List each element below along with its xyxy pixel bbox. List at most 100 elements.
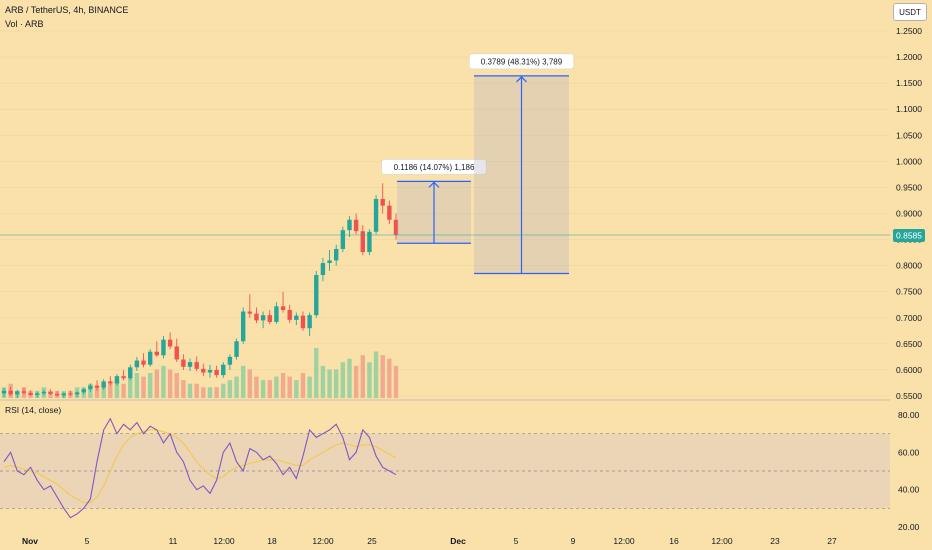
- volume-bar: [227, 380, 233, 398]
- candle-body: [314, 275, 319, 316]
- price-tick-label: 1.1000: [896, 104, 922, 114]
- volume-bar: [353, 365, 359, 398]
- volume-bar: [340, 362, 346, 398]
- candle-body: [134, 360, 140, 368]
- time-tick-label: 23: [770, 536, 780, 546]
- volume-label: Vol · ARB: [5, 19, 44, 29]
- volume-bar: [101, 383, 106, 398]
- candle-body: [141, 360, 146, 365]
- measure-tools: 0.1186 (14.07%) 1,186 0.3789 (48.31%) 3,7…: [381, 53, 574, 275]
- currency-button[interactable]: USDT: [893, 3, 927, 21]
- price-tick-label: 0.6000: [896, 365, 922, 375]
- time-tick-label: 12:00: [613, 536, 635, 546]
- volume-bar: [380, 355, 385, 398]
- candle-body: [367, 231, 372, 253]
- candle-body: [294, 315, 299, 320]
- rsi-tick-label: 40.00: [898, 485, 920, 495]
- candle-body: [194, 362, 199, 369]
- volume-bar: [240, 365, 246, 398]
- volume-bar: [334, 369, 339, 398]
- candle-body: [121, 376, 126, 379]
- candles: [1, 183, 399, 399]
- measure-label: 0.3789 (48.31%) 3,789: [481, 57, 563, 66]
- volume-bar: [154, 369, 160, 398]
- volume-bar: [300, 373, 306, 398]
- candle-body: [227, 356, 233, 365]
- volume-bar: [114, 380, 120, 398]
- volume-bar: [141, 376, 146, 398]
- candle-body: [68, 393, 73, 395]
- symbol-title[interactable]: ARB / TetherUS, 4h, BINANCE: [5, 5, 129, 15]
- candle-body: [287, 309, 292, 320]
- time-axis: Nov 5 11 12:00 18 12:00 25 Dec 5 9 12:00 16 12:00 23 2…: [22, 536, 837, 546]
- volume-bar: [274, 376, 279, 398]
- svg-text:0.8585: 0.8585: [896, 231, 922, 241]
- volume-bar: [214, 387, 219, 398]
- volume-bar: [247, 369, 253, 398]
- rsi-tick-label: 20.00: [898, 522, 920, 532]
- time-tick-label: 12:00: [213, 536, 235, 546]
- candle-body: [307, 315, 312, 329]
- volume-bars: [1, 348, 399, 398]
- grid-lines: [0, 30, 890, 397]
- time-tick-label: 5: [514, 536, 519, 546]
- candle-body: [154, 351, 160, 356]
- volume-bar: [267, 380, 272, 398]
- candle-body: [174, 346, 179, 360]
- candle-body: [8, 390, 13, 395]
- volume-bar: [347, 358, 352, 398]
- price-tick-label: 1.2500: [896, 26, 922, 36]
- volume-bar: [128, 376, 133, 398]
- rsi-pane: [0, 417, 890, 519]
- volume-bar: [194, 383, 199, 398]
- measure-box: 0.1186 (14.07%) 1,186: [381, 159, 487, 244]
- candle-body: [360, 231, 365, 253]
- price-tick-label: 0.7500: [896, 287, 922, 297]
- candle-body: [260, 315, 266, 321]
- rsi-ma-line: [3, 429, 397, 504]
- candle-body: [167, 339, 173, 347]
- volume-bar: [373, 351, 379, 398]
- candle-body: [254, 313, 259, 321]
- candle-body: [48, 391, 53, 394]
- volume-bar: [181, 380, 186, 398]
- volume-bar: [314, 348, 319, 398]
- candle-body: [201, 368, 206, 373]
- price-tick-label: 1.2000: [896, 52, 922, 62]
- candle-body: [108, 381, 113, 384]
- volume-bar: [320, 365, 326, 398]
- volume-bar: [280, 373, 286, 398]
- rsi-tick-label: 80.00: [898, 410, 920, 420]
- candle-body: [81, 389, 86, 393]
- candle-body: [187, 362, 193, 367]
- price-tick-label: 0.6500: [896, 339, 922, 349]
- volume-bar: [174, 373, 179, 398]
- volume-bar: [367, 362, 372, 398]
- price-tick-label: 0.9500: [896, 182, 922, 192]
- candle-body: [320, 263, 326, 276]
- volume-bar: [393, 365, 399, 398]
- candle-body: [94, 385, 100, 388]
- time-tick-label: 5: [85, 536, 90, 546]
- candle-body: [1, 390, 7, 394]
- time-tick-label: 9: [571, 536, 576, 546]
- candle-body: [61, 393, 66, 396]
- volume-bar: [201, 387, 206, 398]
- time-tick-label: 16: [669, 536, 679, 546]
- time-tick-label: 18: [267, 536, 277, 546]
- time-tick-label: 25: [367, 536, 377, 546]
- candle-body: [41, 391, 47, 394]
- candle-body: [28, 392, 33, 395]
- measure-label-box: [469, 53, 574, 70]
- candle-body: [214, 369, 219, 376]
- candle-body: [373, 198, 379, 232]
- rsi-label: RSI (14, close): [5, 405, 61, 415]
- time-tick-label: 27: [827, 536, 837, 546]
- price-tick-label: 1.1500: [896, 78, 922, 88]
- rsi-tick-label: 60.00: [898, 447, 920, 457]
- candle-body: [161, 339, 166, 356]
- candle-body: [347, 219, 352, 231]
- candle-body: [393, 219, 399, 236]
- volume-bar: [234, 376, 239, 398]
